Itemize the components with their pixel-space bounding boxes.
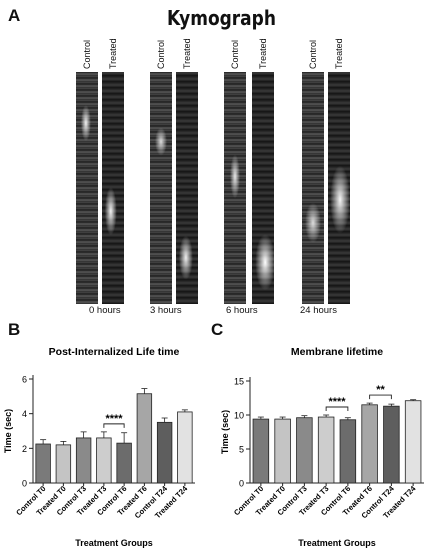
y-tick-label: 4 <box>22 409 27 419</box>
significance-bracket <box>369 394 392 400</box>
x-axis-label: Treatment Groups <box>75 538 153 548</box>
chart-title: Post-Internalized Life time <box>49 346 180 358</box>
chart-title: Membrane lifetime <box>291 346 383 358</box>
timepoint-label: 24 hours <box>300 305 337 316</box>
treated-lane-label: Treated <box>258 38 268 69</box>
x-axis-label: Treatment Groups <box>298 538 376 548</box>
treated-kymograph-strip <box>328 72 350 304</box>
y-tick-label: 5 <box>239 445 244 455</box>
significance-label: **** <box>105 413 123 425</box>
post-internalized-lifetime-chart: Post-Internalized Life time 0 2 4 6 Time (sec… <box>3 346 195 548</box>
significance-bracket <box>325 406 349 411</box>
bar <box>317 416 335 484</box>
panel-label-c: C <box>211 320 224 339</box>
bar <box>296 417 313 484</box>
treated-lane-label: Treated <box>334 38 344 69</box>
timepoint-label: 3 hours <box>150 305 182 316</box>
bar <box>75 437 92 484</box>
treated-kymograph-strip <box>176 72 198 304</box>
y-tick-label: 0 <box>22 479 27 489</box>
control-lane-label: Control <box>230 39 240 69</box>
bar <box>361 404 378 484</box>
bar <box>136 393 153 484</box>
y-tick-label: 15 <box>234 377 244 387</box>
bar <box>177 411 193 484</box>
bar <box>116 442 132 484</box>
control-kymograph-strip <box>302 72 324 304</box>
timepoint-label: 0 hours <box>89 305 121 316</box>
control-kymograph-strip <box>150 72 172 304</box>
control-kymograph-strip <box>224 72 246 304</box>
treated-kymograph-strip <box>252 72 274 304</box>
panel-label-b: B <box>8 320 21 339</box>
bar <box>55 444 72 484</box>
y-tick-label: 6 <box>22 375 27 385</box>
kymograph-title: Kymograph <box>167 6 276 30</box>
significance-label: **** <box>328 396 346 408</box>
treated-lane-label: Treated <box>108 38 118 69</box>
bar <box>339 419 357 484</box>
control-lane-label: Control <box>156 39 166 69</box>
treated-kymograph-strip <box>102 72 124 304</box>
control-kymograph-strip <box>76 72 98 304</box>
control-lane-label: Control <box>308 39 318 69</box>
bar <box>252 418 270 484</box>
y-tick-label: 2 <box>22 444 27 454</box>
bar <box>35 443 51 484</box>
significance-label: ** <box>376 384 385 396</box>
panel-label-a: A <box>8 6 21 25</box>
y-axis-label: Time (sec) <box>220 410 230 454</box>
bar <box>274 418 291 484</box>
bar <box>156 421 173 484</box>
y-tick-label: 10 <box>234 411 244 421</box>
treated-lane-label: Treated <box>182 38 192 69</box>
bar <box>383 405 400 484</box>
y-tick-label: 0 <box>239 479 244 489</box>
significance-bracket <box>103 423 125 428</box>
timepoint-label: 6 hours <box>226 305 258 316</box>
y-axis-label: Time (sec) <box>3 409 13 453</box>
bar <box>404 400 422 484</box>
bar <box>96 437 112 484</box>
control-lane-label: Control <box>82 39 92 69</box>
